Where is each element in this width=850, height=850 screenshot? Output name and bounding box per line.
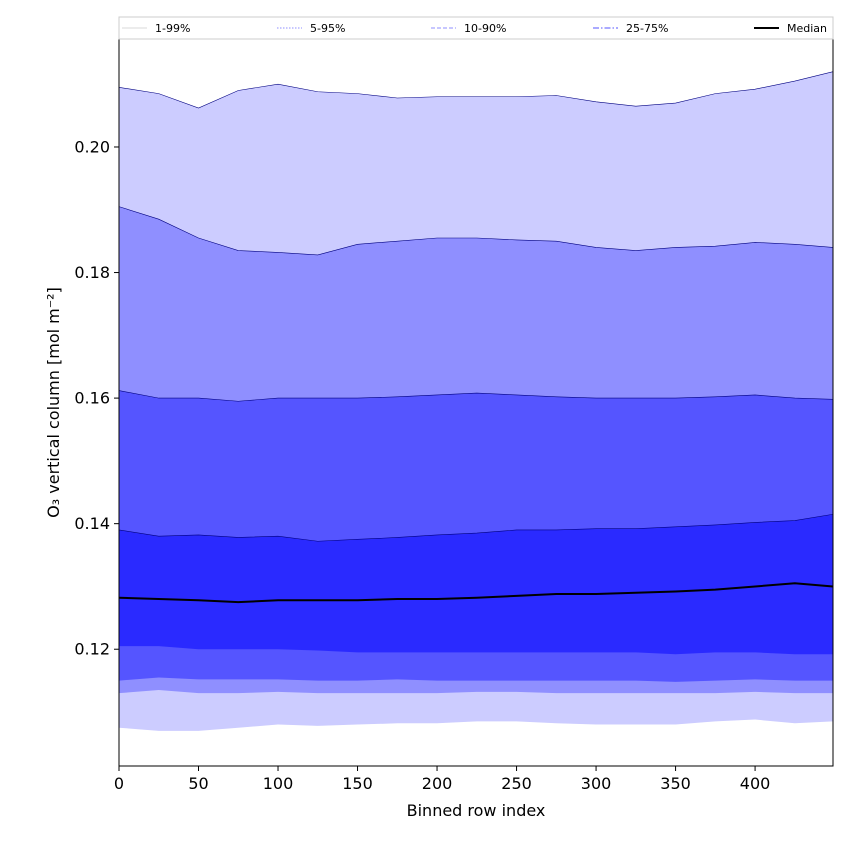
x-tick-label: 100	[263, 774, 294, 793]
x-tick-label: 250	[501, 774, 532, 793]
x-tick-label: 350	[660, 774, 691, 793]
bands-layer	[119, 71, 833, 731]
legend-label-10-90%: 10-90%	[464, 22, 506, 35]
legend: 1-99% 5-95% 10-90% 25-75% Median	[118, 16, 834, 40]
median-line	[118, 582, 834, 604]
band-upper-edge-10-90%	[118, 390, 834, 402]
band-area-25-75%	[119, 514, 833, 655]
x-axis-ticks: 0 50 100 150 200 250 300 350 400	[114, 766, 770, 793]
x-tick-label: 0	[114, 774, 124, 793]
y-tick-label: 0.12	[74, 640, 110, 659]
legend-box	[118, 16, 834, 40]
band-edges-layer	[118, 71, 834, 542]
y-axis-ticks: 0.12 0.14 0.16 0.18 0.20	[74, 137, 119, 659]
legend-label-5-95%: 5-95%	[310, 22, 345, 35]
legend-label-25-75%: 25-75%	[626, 22, 668, 35]
legend-label-Median: Median	[787, 22, 827, 35]
y-tick-label: 0.16	[74, 389, 110, 408]
y-axis-label: O₃ vertical column [mol m⁻²]	[44, 287, 63, 518]
y-tick-label: 0.18	[74, 263, 110, 282]
y-tick-label: 0.14	[74, 514, 110, 533]
x-axis-label: Binned row index	[407, 801, 546, 820]
x-tick-label: 200	[422, 774, 453, 793]
median-layer	[118, 582, 834, 604]
x-tick-label: 400	[740, 774, 771, 793]
x-tick-label: 150	[342, 774, 373, 793]
x-tick-label: 300	[581, 774, 612, 793]
x-tick-label: 50	[188, 774, 208, 793]
band-upper-edge-1-99%	[118, 71, 834, 109]
y-tick-label: 0.20	[74, 137, 110, 156]
band-upper-edge-5-95%	[118, 206, 834, 256]
band-upper-edge-25-75%	[118, 513, 834, 542]
legend-label-1-99%: 1-99%	[155, 22, 190, 35]
